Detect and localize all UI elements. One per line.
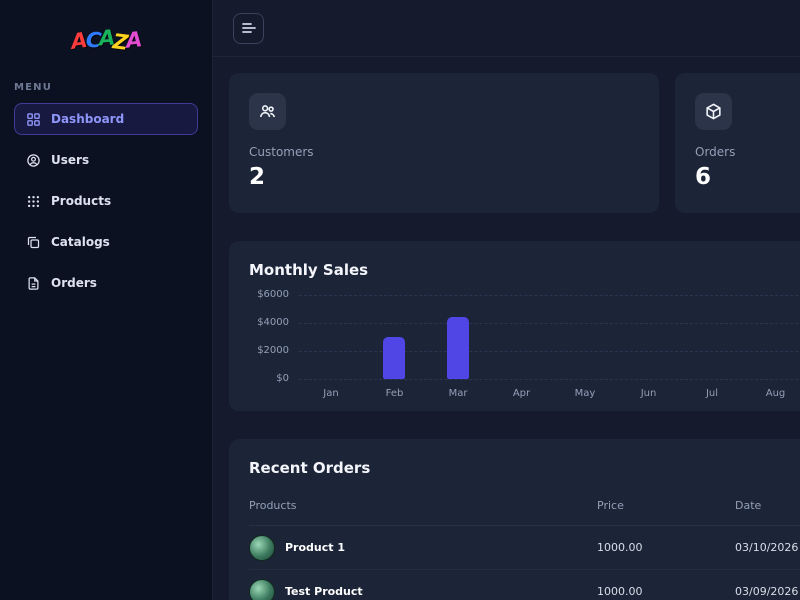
product-name: Product 1	[285, 541, 346, 554]
dashboard-content: Customers 2 Orders 6 Monthly Sales $0 $20…	[213, 57, 800, 600]
chart-y-axis: $0 $2000 $4000 $6000	[249, 289, 289, 384]
chart-gridline	[299, 379, 800, 380]
column-header-products: Products	[249, 499, 297, 512]
stats-row: Customers 2 Orders 6	[229, 73, 800, 213]
chart-title: Monthly Sales	[249, 261, 369, 279]
chart-y-tick-label: $4000	[257, 317, 289, 328]
menu-section-label: MENU	[14, 82, 53, 93]
stat-label: Orders	[695, 145, 736, 159]
sidebar-item-dashboard[interactable]: Dashboard	[14, 103, 198, 135]
customers-stat-card: Customers 2	[229, 73, 659, 213]
sidebar-item-label: Dashboard	[51, 112, 125, 126]
sidebar-item-label: Orders	[51, 276, 97, 290]
chart-plot-area: Jan Feb Mar Apr May Jun Jul Aug	[299, 295, 800, 404]
table-header: Products Price Date	[249, 499, 800, 526]
chart-plot	[299, 295, 800, 380]
chart-y-tick-label: $0	[276, 373, 289, 384]
stat-value: 2	[249, 164, 266, 190]
sidebar-item-catalogs[interactable]: Catalogs	[14, 226, 198, 258]
catalogs-icon	[26, 235, 41, 250]
table-row[interactable]: Product 1 1000.00 03/10/2026	[249, 526, 800, 570]
sidebar-item-orders[interactable]: Orders	[14, 267, 198, 299]
chart-x-tick-label: Aug	[765, 388, 786, 399]
menu-button[interactable]	[233, 12, 264, 44]
orders-icon	[26, 276, 41, 291]
hamburger-icon	[241, 22, 256, 34]
sidebar-item-label: Catalogs	[51, 235, 110, 249]
monthly-sales-chart: $0 $2000 $4000 $6000 Jan Feb Mar Apr May Jun Jul A…	[249, 289, 800, 404]
chart-gridline	[299, 295, 800, 296]
recent-orders-card: Recent Orders Products Price Date Produc…	[229, 439, 800, 600]
sidebar-item-products[interactable]: Products	[14, 185, 198, 217]
stat-value: 6	[695, 164, 712, 190]
product-cell: Test Product	[249, 578, 597, 600]
chart-x-tick-label: Feb	[385, 388, 404, 399]
chart-x-tick-label: Mar	[448, 388, 468, 399]
chart-y-tick-label: $2000	[257, 345, 289, 356]
product-date: 03/09/2026	[735, 585, 799, 598]
sidebar-item-label: Products	[51, 194, 112, 208]
product-date: 03/10/2026	[735, 541, 799, 554]
chart-bar[interactable]	[383, 337, 406, 379]
product-cell: Product 1	[249, 534, 597, 561]
product-avatar	[249, 534, 275, 561]
stat-label: Customers	[249, 145, 314, 159]
chart-x-tick-label: May	[574, 388, 596, 399]
chart-x-tick-label: Jul	[705, 388, 719, 399]
dashboard-icon	[26, 112, 41, 127]
column-header-date: Date	[735, 499, 762, 512]
chart-gridline	[299, 351, 800, 352]
chart-x-tick-label: Apr	[512, 388, 531, 399]
orders-stat-card: Orders 6	[675, 73, 800, 213]
chart-x-axis: Jan Feb Mar Apr May Jun Jul Aug	[299, 388, 800, 404]
product-avatar	[249, 578, 275, 600]
recent-orders-title: Recent Orders	[249, 459, 371, 477]
product-price: 1000.00	[597, 585, 643, 598]
main-area: Customers 2 Orders 6 Monthly Sales $0 $20…	[213, 0, 800, 600]
topbar	[213, 0, 800, 57]
chart-y-tick-label: $6000	[257, 289, 289, 300]
sidebar-item-users[interactable]: Users	[14, 144, 198, 176]
chart-bar[interactable]	[446, 317, 469, 379]
product-price: 1000.00	[597, 541, 643, 554]
chart-x-tick-label: Jun	[640, 388, 657, 399]
users-icon	[26, 153, 41, 168]
products-icon	[26, 194, 41, 209]
chart-gridline	[299, 323, 800, 324]
column-header-price: Price	[597, 499, 624, 512]
monthly-sales-card: Monthly Sales $0 $2000 $4000 $6000 Jan Feb Ma…	[229, 241, 800, 411]
box-icon	[695, 93, 732, 130]
logo: ACAZA	[70, 26, 142, 55]
sidebar-item-label: Users	[51, 153, 90, 167]
chart-x-tick-label: Jan	[323, 388, 339, 399]
sidebar-nav: Dashboard Users Products	[0, 103, 212, 308]
customers-icon	[249, 93, 286, 130]
logo-letter: A	[125, 27, 142, 53]
sidebar: ACAZA MENU Dashboard Users	[0, 0, 213, 600]
product-name: Test Product	[285, 585, 363, 598]
table-row[interactable]: Test Product 1000.00 03/09/2026	[249, 570, 800, 600]
